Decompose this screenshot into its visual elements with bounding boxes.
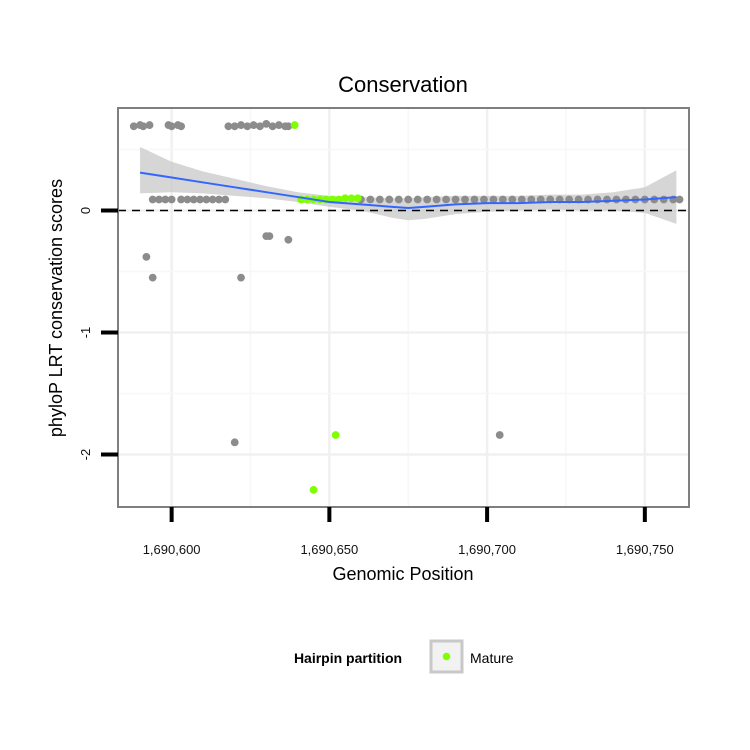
point-mature-10: [353, 194, 362, 203]
point-other-14: [262, 119, 271, 128]
point-other-7: [177, 122, 185, 131]
point-other-67: [265, 232, 274, 241]
point-mature-0: [290, 121, 299, 129]
chart-title: Conservation: [338, 72, 468, 97]
point-other-29: [215, 195, 223, 204]
point-other-10: [237, 121, 245, 129]
y-tick-label-1: -1: [78, 327, 93, 339]
point-other-43: [470, 195, 479, 204]
legend-key-mature-dot: [442, 652, 451, 661]
x-tick-label-3: 1,690,750: [616, 542, 674, 557]
point-other-68: [284, 235, 293, 244]
plot-area: [118, 108, 689, 507]
point-other-3: [145, 121, 154, 129]
point-other-34: [385, 195, 394, 204]
legend: Hairpin partition Mature: [294, 639, 514, 674]
point-other-28: [208, 195, 217, 204]
point-other-20: [155, 195, 163, 204]
point-other-27: [202, 195, 211, 204]
point-other-22: [167, 195, 176, 204]
point-other-57: [603, 195, 611, 204]
point-other-47: [508, 195, 517, 204]
x-tick-label-0: 1,690,600: [143, 542, 201, 557]
point-other-70: [148, 273, 157, 282]
point-other-63: [659, 195, 668, 204]
point-other-15: [268, 122, 277, 131]
y-tick-label-0: 0: [78, 207, 93, 214]
point-other-35: [394, 195, 403, 204]
x-tick-label-2: 1,690,700: [458, 542, 516, 557]
point-other-42: [461, 195, 469, 204]
point-other-25: [189, 195, 198, 204]
y-axis-label: phyloP LRT conservation scores: [46, 179, 66, 437]
point-other-9: [230, 122, 239, 131]
point-other-24: [183, 195, 192, 204]
point-other-65: [675, 195, 684, 204]
point-other-33: [375, 195, 384, 204]
point-other-40: [442, 195, 450, 204]
point-other-19: [148, 195, 157, 204]
point-other-18: [284, 122, 293, 131]
point-other-23: [177, 195, 185, 204]
point-other-44: [480, 195, 488, 204]
point-other-21: [161, 195, 170, 204]
y-axis: 0 -1 -2: [78, 207, 118, 460]
plot-border: [117, 107, 690, 508]
point-other-5: [167, 122, 176, 131]
point-other-72: [230, 438, 239, 447]
point-other-73: [495, 431, 504, 439]
points-layer: [129, 119, 684, 494]
point-other-30: [221, 195, 230, 204]
smooth-line-layer: [139, 171, 677, 210]
y-tick-label-2: -2: [78, 449, 93, 461]
point-other-71: [237, 273, 245, 282]
point-other-0: [129, 122, 138, 131]
point-other-46: [498, 195, 507, 204]
point-other-38: [423, 195, 432, 204]
point-other-16: [274, 121, 283, 129]
point-other-39: [432, 195, 441, 204]
x-axis-label: Genomic Position: [332, 564, 473, 584]
legend-label-mature: Mature: [470, 650, 514, 666]
point-other-49: [527, 195, 536, 204]
point-mature-9: [347, 194, 356, 203]
point-other-45: [489, 195, 498, 204]
x-axis: 1,690,600 1,690,650 1,690,700 1,690,750: [143, 507, 674, 557]
point-other-48: [517, 195, 526, 204]
point-mature-8: [341, 194, 350, 203]
point-other-13: [256, 122, 264, 131]
point-other-37: [413, 195, 422, 204]
point-other-2: [139, 122, 148, 131]
point-other-41: [451, 195, 460, 204]
legend-title: Hairpin partition: [294, 650, 402, 666]
point-other-36: [404, 195, 413, 204]
point-other-8: [224, 122, 233, 131]
point-other-12: [249, 121, 258, 129]
point-other-11: [243, 122, 252, 131]
point-mature-11: [331, 431, 340, 439]
point-mature-12: [309, 486, 318, 494]
smooth-line: [139, 171, 677, 210]
confidence-band-layer: [140, 147, 677, 224]
confidence-band: [140, 147, 677, 224]
x-tick-label-1: 1,690,650: [300, 542, 358, 557]
point-other-32: [366, 195, 375, 204]
point-mature-7: [334, 195, 343, 204]
point-other-26: [196, 195, 204, 204]
point-other-69: [142, 252, 151, 261]
